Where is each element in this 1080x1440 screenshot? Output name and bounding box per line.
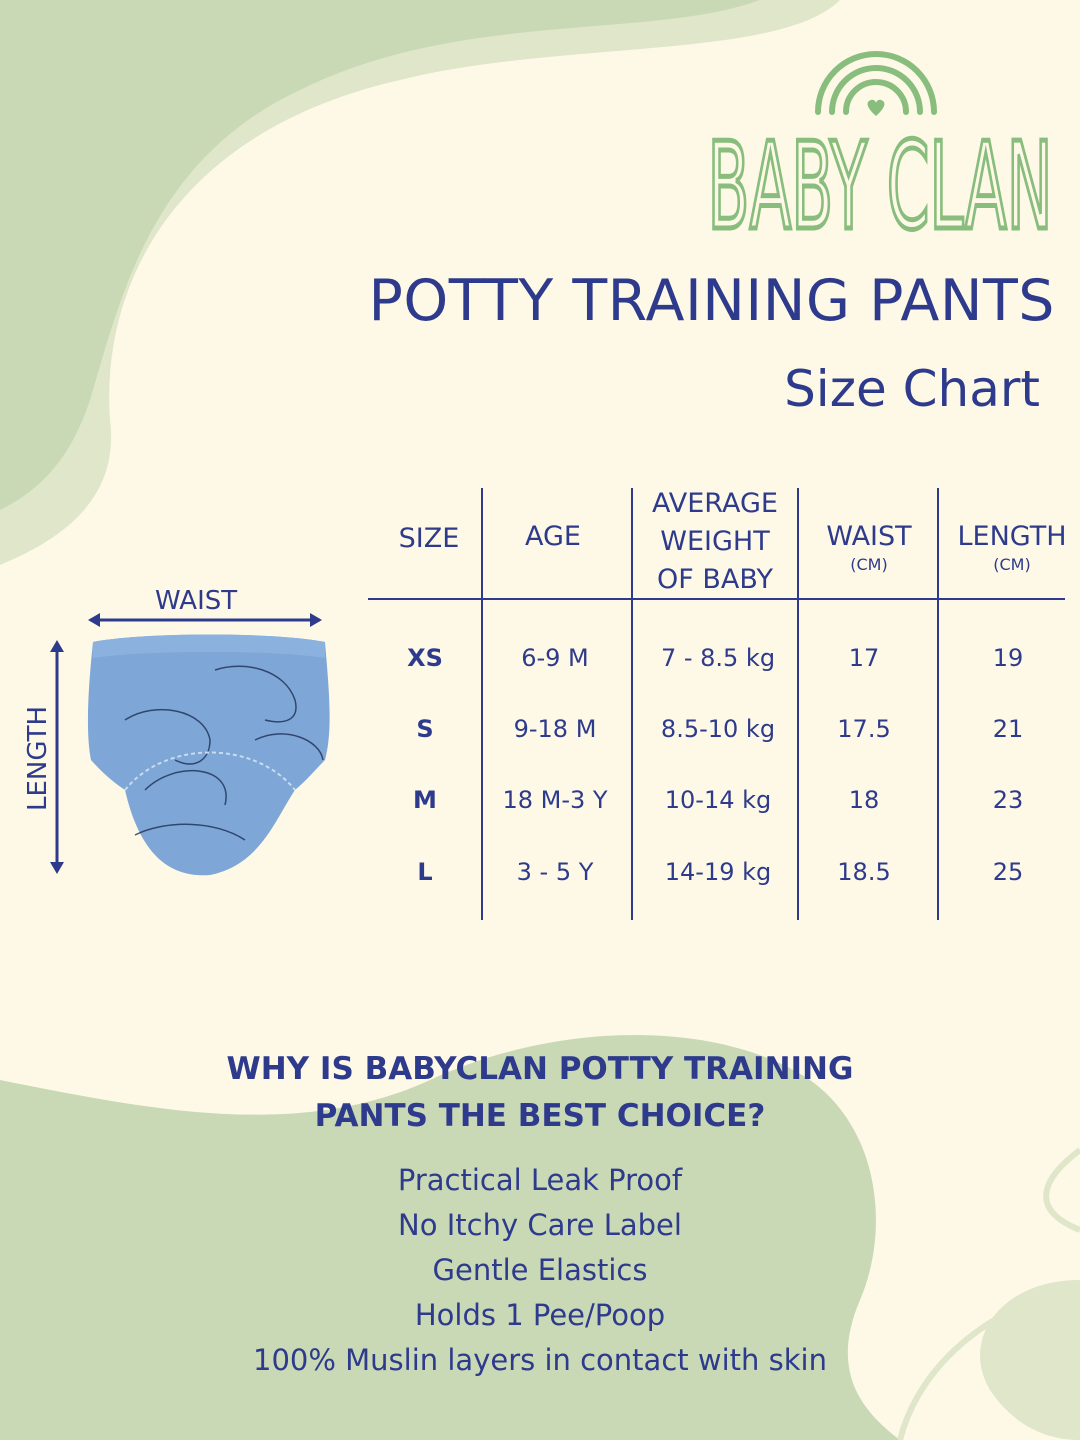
page-subtitle: Size Chart — [784, 360, 1040, 418]
bottom-blob — [0, 1035, 900, 1440]
cell-age: 6-9 M — [521, 644, 589, 672]
rainbow-arc-outer — [815, 51, 937, 115]
cell-length: 25 — [992, 858, 1024, 886]
cell-size: L — [417, 858, 433, 886]
column-divider — [631, 488, 633, 920]
cell-weight: 7 - 8.5 kg — [660, 644, 776, 672]
cell-weight: 8.5-10 kg — [660, 715, 776, 743]
cell-weight: 10-14 kg — [664, 786, 772, 814]
feature-list: Practical Leak Proof No Itchy Care Label… — [0, 1158, 1080, 1383]
cell-length: 19 — [992, 644, 1024, 672]
header-weight-line2: WEIGHT — [660, 526, 770, 557]
why-heading: WHY IS BABYCLAN POTTY TRAINING PANTS THE… — [0, 1046, 1080, 1140]
bottom-right-swirl — [980, 1280, 1080, 1440]
rainbow-arc-mid — [829, 65, 923, 115]
feature-item: No Itchy Care Label — [398, 1208, 682, 1242]
why-heading-line1: WHY IS BABYCLAN POTTY TRAINING — [226, 1051, 854, 1087]
cell-waist: 17 — [848, 644, 880, 672]
header-length-unit: (CM) — [993, 555, 1031, 574]
header-weight: AVERAGE WEIGHT OF BABY — [652, 485, 778, 599]
cell-waist: 18 — [848, 786, 880, 814]
cell-age: 18 M-3 Y — [502, 786, 608, 814]
page-title: POTTY TRAINING PANTS — [368, 268, 1055, 334]
brand-logo: BABY CLAN — [705, 51, 1055, 238]
cell-size: S — [416, 715, 434, 743]
why-heading-line2: PANTS THE BEST CHOICE? — [314, 1098, 766, 1134]
waist-arrow — [88, 613, 322, 627]
column-divider — [481, 488, 483, 920]
feature-item: 100% Muslin layers in contact with skin — [253, 1343, 827, 1377]
header-waist-unit: (CM) — [850, 555, 888, 574]
cell-age: 9-18 M — [513, 715, 597, 743]
waist-label: WAIST — [155, 586, 238, 616]
feature-item: Holds 1 Pee/Poop — [414, 1298, 666, 1332]
bottom-right-line — [897, 1147, 1080, 1440]
cell-size: XS — [407, 644, 443, 672]
top-left-blob — [0, 0, 760, 510]
feature-item: Gentle Elastics — [432, 1253, 648, 1287]
header-size: SIZE — [398, 523, 460, 554]
header-waist: WAIST (CM) — [826, 518, 911, 574]
header-weight-line1: AVERAGE — [652, 488, 778, 519]
cell-length: 21 — [992, 715, 1024, 743]
header-age: AGE — [525, 521, 581, 552]
cell-length: 23 — [992, 786, 1024, 814]
column-divider — [937, 488, 939, 920]
potty-pants-image — [87, 634, 330, 876]
column-divider — [797, 488, 799, 920]
rainbow-arc-inner — [843, 79, 909, 115]
cell-weight: 14-19 kg — [664, 858, 772, 886]
logo-text: BABY CLAN — [708, 118, 1053, 238]
table-header-divider — [368, 598, 1065, 600]
header-waist-label: WAIST — [826, 521, 912, 552]
cell-waist: 18.5 — [837, 858, 891, 886]
heart-icon — [867, 99, 885, 116]
feature-item: Practical Leak Proof — [397, 1163, 683, 1197]
cell-waist: 17.5 — [837, 715, 891, 743]
length-label: LENGTH — [23, 705, 53, 811]
header-length: LENGTH (CM) — [957, 518, 1066, 574]
cell-size: M — [413, 786, 437, 814]
cell-age: 3 - 5 Y — [516, 858, 594, 886]
header-length-label: LENGTH — [957, 521, 1067, 552]
length-arrow — [50, 640, 64, 874]
header-weight-line3: OF BABY — [657, 564, 773, 595]
